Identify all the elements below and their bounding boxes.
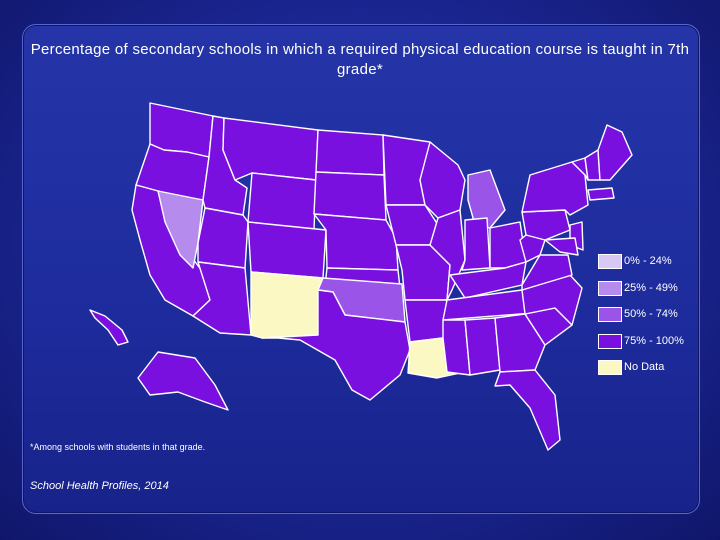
state-nm [250,271,324,339]
legend-swatch [598,307,622,322]
state-nd [315,129,385,176]
legend-item-50-74: 50% - 74% [598,307,698,334]
legend-item-75-100: 75% - 100% [598,333,698,361]
state-hi [89,309,129,346]
source-citation: School Health Profiles, 2014 [30,480,169,492]
legend-item-25-49: 25% - 49% [598,280,698,308]
legend-swatch [598,333,622,349]
legend-item-no-data: No Data [598,360,698,387]
state-tx [261,289,411,401]
legend-swatch [598,254,622,269]
legend-label: No Data [624,361,665,373]
state-sd [313,171,387,221]
state-fl [494,369,561,451]
footnote: *Among schools with students in that gra… [30,442,206,452]
state-ar [404,299,448,343]
state-ne [313,213,399,271]
state-me [597,124,633,181]
legend-swatch [598,360,622,375]
state-pa [521,209,571,241]
legend-label: 0% - 24% [624,255,672,267]
state-ak [137,351,229,411]
state-co [247,221,327,279]
legend-label: 25% - 49% [624,281,678,294]
state-ms [442,319,471,376]
state-wy [247,172,317,231]
legend-label: 50% - 74% [624,308,678,320]
state-ny [521,161,589,216]
legend-swatch [598,280,622,296]
map-title: Percentage of secondary schools in which… [30,41,690,78]
state-ga [494,313,546,373]
state-al [464,317,501,376]
state-md [544,237,579,256]
state-in [461,217,491,271]
state-oh [489,221,527,269]
legend-item-0-24: 0% - 24% [598,254,698,281]
state-ky [449,261,527,299]
state-ut [197,207,249,269]
state-az [192,261,252,336]
state-mt [222,117,319,181]
state-wi [419,141,466,219]
state-ma [587,187,615,201]
legend-label: 75% - 100% [624,334,684,347]
state-va [521,254,573,291]
legend: 0% - 24% 25% - 49% 50% - 74% 75% - 100% … [598,254,698,387]
